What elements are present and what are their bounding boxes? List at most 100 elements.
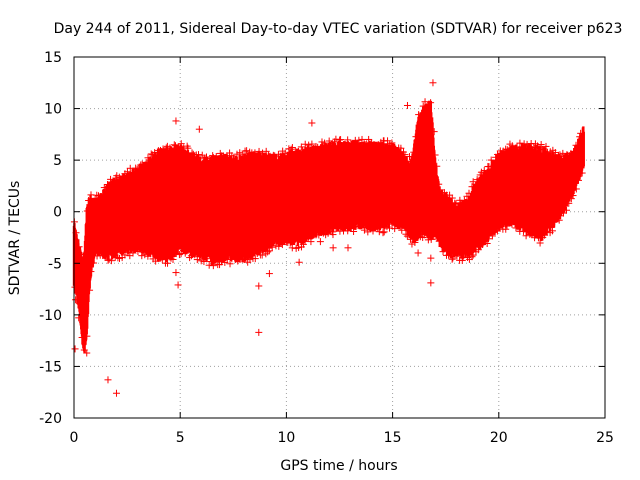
data-point-edge — [172, 142, 180, 150]
data-point-edge — [448, 194, 456, 202]
data-point-edge — [430, 128, 438, 136]
data-point-edge — [514, 223, 522, 231]
y-tick-label: 5 — [53, 153, 62, 169]
data-point-edge — [538, 145, 546, 153]
data-point-edge — [104, 180, 112, 188]
data-point-edge — [379, 229, 387, 237]
data-point-outlier — [172, 269, 180, 277]
data-point-edge — [314, 143, 322, 151]
data-point-edge — [570, 147, 578, 155]
data-point-edge — [572, 185, 580, 193]
data-point-edge — [83, 332, 91, 340]
data-point-edge — [87, 268, 95, 276]
data-point-edge — [374, 224, 382, 232]
data-point-edge — [364, 228, 372, 236]
data-point-edge — [435, 237, 443, 245]
data-point-outlier — [329, 244, 337, 252]
data-point-edge — [265, 247, 273, 255]
data-point-edge — [278, 241, 286, 249]
data-point-edge — [572, 141, 580, 149]
data-point-edge — [276, 152, 284, 160]
data-point-edge — [439, 248, 447, 256]
x-tick-label: 20 — [490, 430, 508, 446]
data-point-edge — [473, 176, 481, 184]
data-point-edge — [251, 149, 259, 157]
data-point-edge — [251, 255, 259, 263]
data-point-edge — [435, 180, 443, 188]
data-point-edge — [138, 252, 146, 260]
data-point-edge — [151, 149, 159, 157]
data-point-edge — [295, 147, 303, 155]
data-point-outlier — [195, 125, 203, 133]
data-point-edge — [551, 218, 559, 226]
x-tick-label: 25 — [596, 430, 614, 446]
data-point-edge — [369, 227, 377, 235]
data-point-edge — [427, 99, 435, 107]
data-point-edge — [153, 254, 161, 262]
data-point-edge — [496, 224, 504, 232]
data-point-edge — [358, 135, 366, 143]
data-point-edge — [298, 146, 306, 154]
data-point-edge — [388, 220, 396, 228]
data-point-edge — [448, 255, 456, 263]
x-tick-label: 0 — [70, 430, 79, 446]
data-point-edge — [465, 189, 473, 197]
data-point-edge — [159, 145, 167, 153]
data-point-edge — [262, 147, 270, 155]
data-point-outlier — [255, 282, 263, 290]
data-point-edge — [264, 248, 272, 256]
data-point-edge — [357, 222, 365, 230]
plot-frame — [73, 56, 606, 419]
data-point-edge — [523, 140, 531, 148]
data-point-edge — [548, 227, 556, 235]
data-point-outlier — [172, 117, 180, 125]
y-tick-label: 10 — [44, 102, 62, 118]
data-point-edge — [474, 246, 482, 254]
data-point-outlier — [295, 258, 303, 266]
data-point-edge — [512, 144, 520, 152]
data-point-edge — [209, 154, 217, 162]
data-point-edge — [576, 133, 584, 141]
data-point-edge — [305, 233, 313, 241]
data-point-edge — [129, 249, 137, 257]
data-point-outlier — [429, 79, 437, 87]
data-point-edge — [536, 239, 544, 247]
y-tick-label: -5 — [48, 256, 62, 272]
data-point-edge — [108, 179, 116, 187]
data-point-edge — [144, 154, 152, 162]
data-point-edge — [575, 176, 583, 184]
y-tick-label: -10 — [39, 308, 62, 324]
data-point-edge — [436, 186, 444, 194]
data-point-outlier — [104, 376, 112, 384]
data-point-edge — [488, 232, 496, 240]
data-point-edge — [181, 249, 189, 257]
data-point-edge — [347, 139, 355, 147]
data-point-edge — [478, 240, 486, 248]
data-point-edge — [403, 157, 411, 165]
data-point-outlier — [83, 349, 91, 357]
data-point-edge — [281, 149, 289, 157]
data-point-edge — [259, 149, 267, 157]
data-point-edge — [72, 296, 80, 304]
data-point-edge — [132, 164, 140, 172]
data-point-edge — [490, 228, 498, 236]
data-point-edge — [169, 256, 177, 264]
data-point-edge — [184, 144, 192, 152]
data-point-edge — [522, 232, 530, 240]
data-point-edge — [324, 229, 332, 237]
data-point-edge — [411, 238, 419, 246]
data-point-edge — [175, 251, 183, 259]
data-point-edge — [380, 228, 388, 236]
data-point-outlier — [403, 101, 411, 109]
data-point-edge — [196, 253, 204, 261]
data-point-edge — [186, 254, 194, 262]
data-point-edge — [228, 255, 236, 263]
data-point-edge — [485, 163, 493, 171]
data-point-edge — [398, 226, 406, 234]
data-point-edge — [477, 168, 485, 176]
data-point-edge — [468, 253, 476, 261]
data-point-edge — [468, 183, 476, 191]
data-point-edge — [460, 196, 468, 204]
data-point-edge — [360, 226, 368, 234]
